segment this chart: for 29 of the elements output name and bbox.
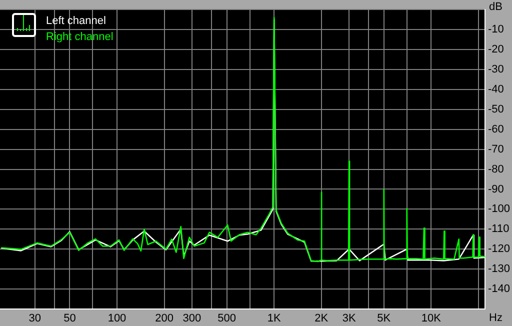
- legend-label: Left channel: [46, 14, 107, 29]
- x-tick-label: 10K: [421, 312, 442, 325]
- x-tick-label: 500: [218, 312, 236, 325]
- y-tick-label: -10: [488, 24, 504, 36]
- y-tick-label: -50: [488, 103, 504, 116]
- y-tick-label: -30: [488, 64, 504, 76]
- y-tick-label: -130: [488, 263, 510, 276]
- x-tick-label: 30: [28, 312, 41, 325]
- x-tick-label: 2K: [314, 312, 329, 325]
- x-axis-title: Hz: [489, 312, 502, 324]
- x-tick-label: 1K: [267, 312, 282, 325]
- x-tick-label: 5K: [377, 312, 392, 325]
- y-tick-label: -80: [488, 163, 504, 176]
- y-tick-label: -20: [488, 44, 504, 56]
- x-tick-label: 300: [182, 312, 202, 325]
- y-tick-label: -140: [488, 283, 510, 296]
- x-tick-label: 100: [108, 312, 126, 325]
- x-tick-label: 3K: [342, 312, 356, 325]
- legend-label: Right channel: [46, 30, 114, 45]
- y-tick-label: -120: [488, 243, 510, 256]
- y-tick-label: -70: [488, 143, 504, 156]
- y-tick-label: -100: [488, 203, 510, 216]
- y-tick-label: -110: [488, 223, 510, 236]
- y-tick-label: -40: [488, 83, 504, 96]
- y-axis-title: dB: [489, 1, 502, 13]
- y-tick-label: -60: [488, 123, 504, 136]
- x-tick-label: 50: [64, 312, 76, 325]
- y-tick-label: -90: [488, 183, 504, 196]
- x-tick-label: 200: [155, 312, 174, 325]
